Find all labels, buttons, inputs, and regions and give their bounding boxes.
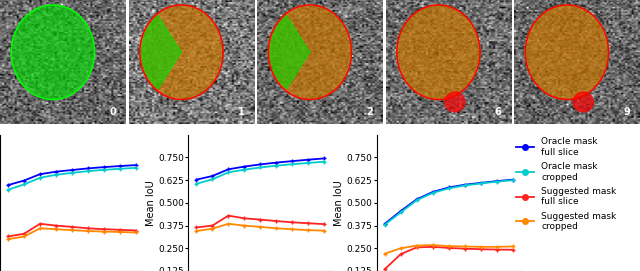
Text: 9: 9 <box>623 107 630 117</box>
Legend: Oracle mask
full slice, Oracle mask
cropped, Suggested mask
full slice, Suggeste: Oracle mask full slice, Oracle mask crop… <box>513 134 620 235</box>
Text: 1: 1 <box>237 107 244 117</box>
Polygon shape <box>445 92 465 112</box>
Polygon shape <box>271 16 310 89</box>
Text: 6: 6 <box>495 107 501 117</box>
Polygon shape <box>142 16 181 89</box>
Text: 2: 2 <box>366 107 373 117</box>
Text: 0: 0 <box>109 107 116 117</box>
Polygon shape <box>140 5 223 99</box>
Y-axis label: Mean IoU: Mean IoU <box>334 180 344 226</box>
Polygon shape <box>525 5 609 99</box>
Polygon shape <box>397 5 480 99</box>
Polygon shape <box>573 92 593 112</box>
Polygon shape <box>12 5 95 99</box>
Y-axis label: Mean IoU: Mean IoU <box>145 180 156 226</box>
Polygon shape <box>268 5 351 99</box>
